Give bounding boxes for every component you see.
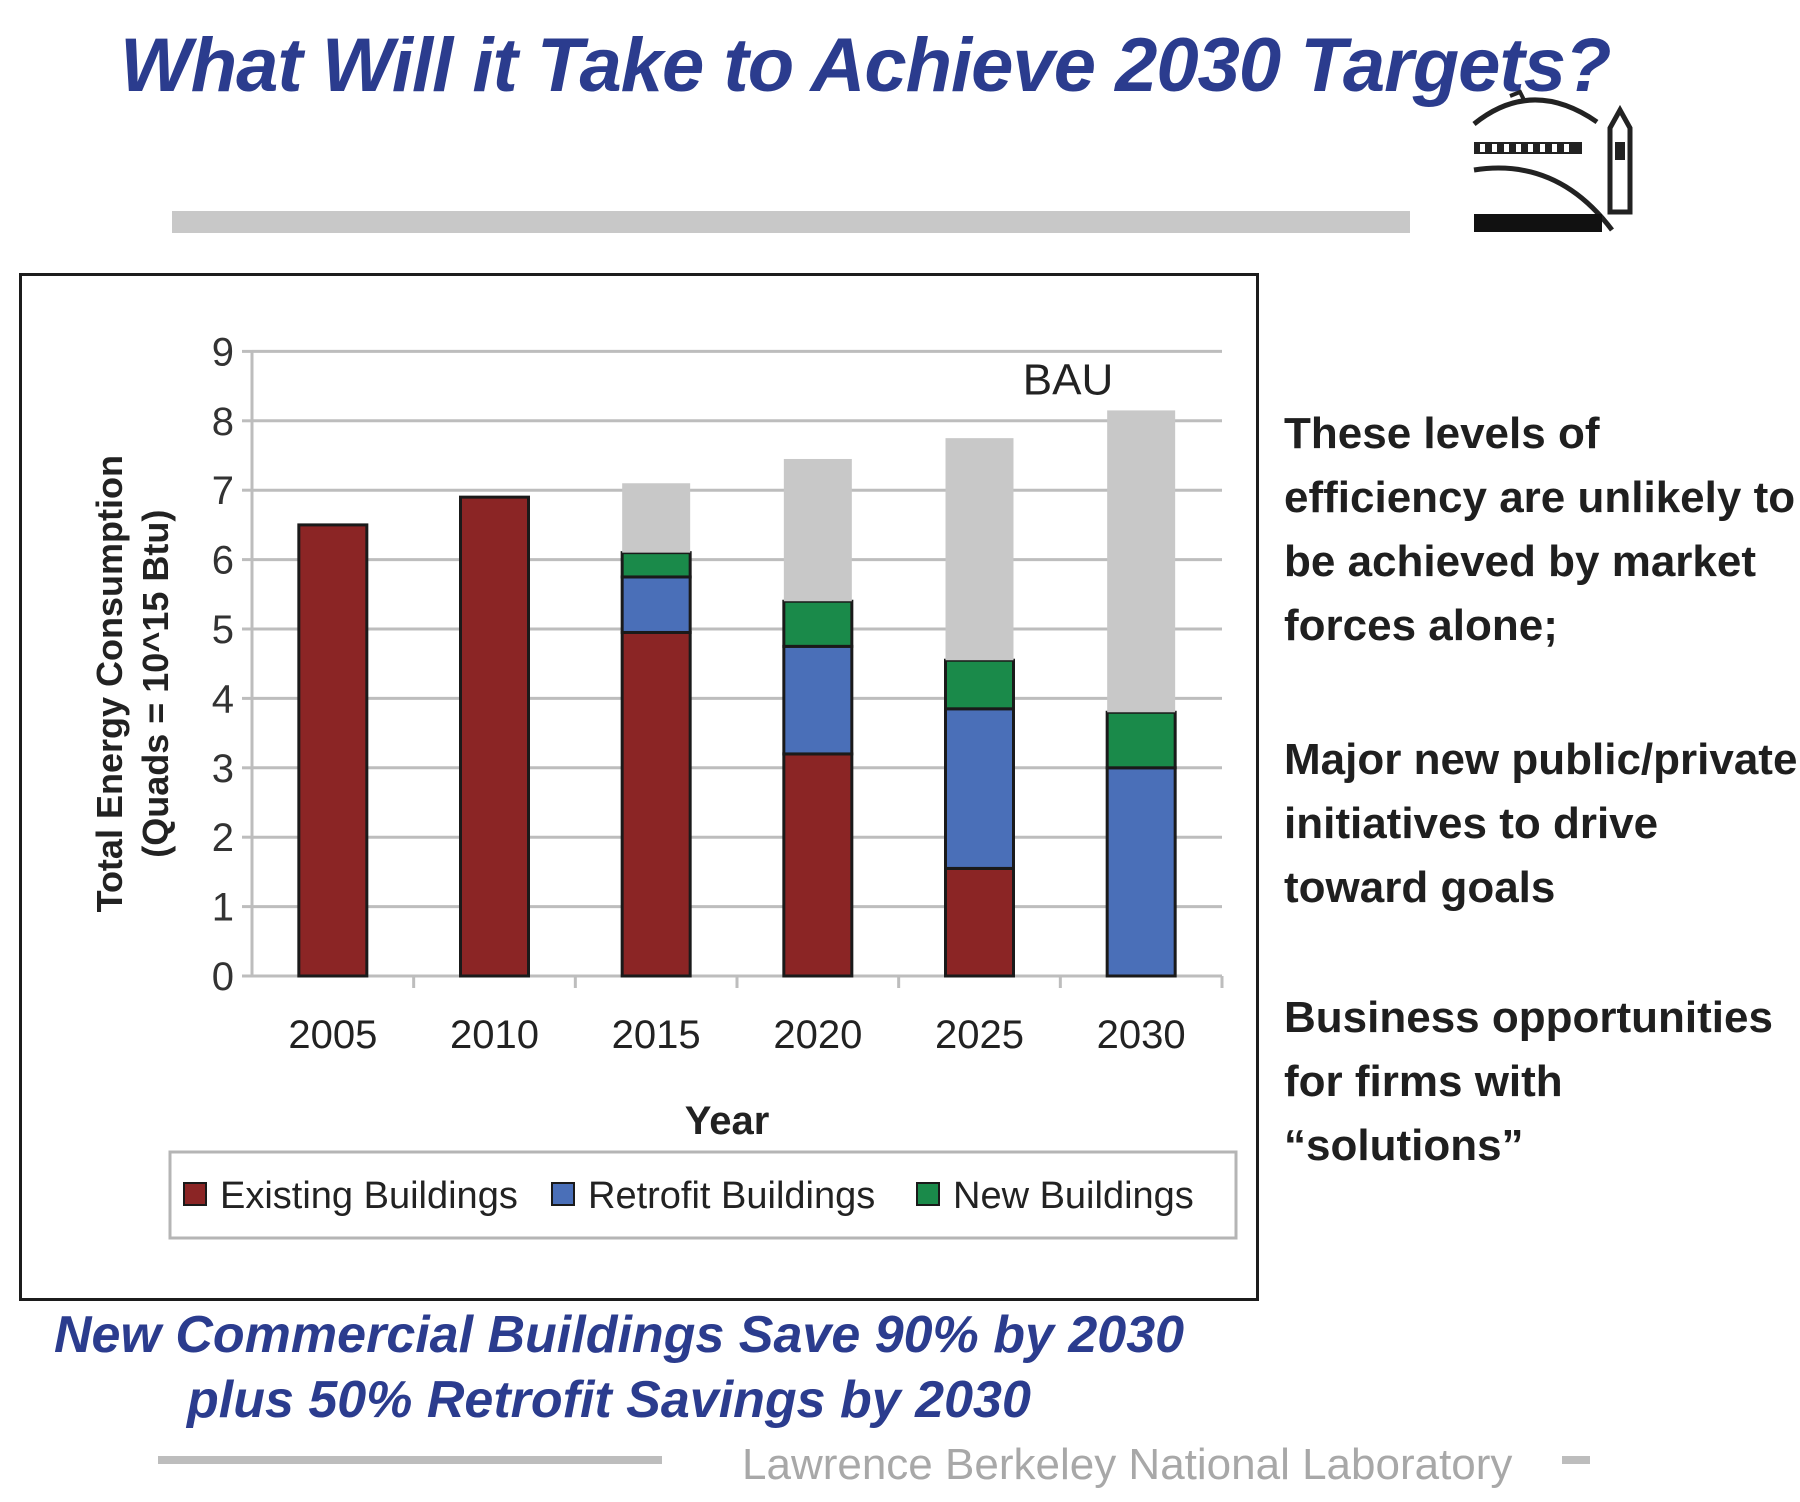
x-tick-label: 2010 bbox=[450, 1013, 539, 1057]
y-tick-label: 1 bbox=[212, 886, 234, 930]
bar-retrofit-buildings bbox=[620, 575, 692, 634]
bar-existing-buildings bbox=[782, 752, 854, 978]
bau-annotation: BAU bbox=[1023, 355, 1113, 404]
side-note-2-line-2: initiatives to drive bbox=[1284, 799, 1659, 848]
chart-frame: 0 1 2 3 4 5 6 7 8 9 2005 2010 2015 2020 2025 2030 BAU Tot… bbox=[19, 273, 1259, 1301]
y-axis-title: Total Energy Consumption bbox=[89, 455, 130, 912]
bar-existing-buildings bbox=[297, 523, 369, 978]
legend-label-2: Retrofit Buildings bbox=[588, 1175, 875, 1217]
y-tick-label: 9 bbox=[212, 330, 234, 374]
bar-existing-buildings bbox=[620, 630, 692, 978]
side-note-2: Major new public/private initiatives to … bbox=[1284, 728, 1798, 920]
side-note-1: These levels of efficiency are unlikely … bbox=[1284, 402, 1796, 658]
slide-title: What Will it Take to Achieve 2030 Target… bbox=[120, 23, 1611, 108]
side-note-2-line-1: Major new public/private bbox=[1284, 735, 1798, 784]
caption-line-1: New Commercial Buildings Save 90% by 203… bbox=[54, 1306, 1185, 1364]
y-tick-label: 5 bbox=[212, 608, 234, 652]
y-axis-subtitle: (Quads = 10^15 Btu) bbox=[135, 510, 176, 858]
bar-existing-buildings bbox=[944, 866, 1015, 978]
bar-new-buildings bbox=[1105, 710, 1177, 770]
bar-bau bbox=[622, 483, 691, 553]
y-tick-label: 8 bbox=[212, 400, 234, 444]
x-axis-title: Year bbox=[685, 1099, 770, 1143]
side-note-3: Business opportunities for firms with “s… bbox=[1284, 986, 1794, 1178]
bar-new-buildings bbox=[782, 599, 854, 648]
title-underline bbox=[172, 211, 1410, 233]
side-note-1-line-3: be achieved by market bbox=[1284, 537, 1757, 586]
x-tick-label: 2030 bbox=[1097, 1013, 1186, 1057]
caption-line-2: plus 50% Retrofit Savings by 2030 bbox=[187, 1371, 1031, 1429]
legend-swatch-1 bbox=[183, 1182, 207, 1206]
bar-bau bbox=[945, 438, 1014, 661]
x-tick-label: 2020 bbox=[773, 1013, 862, 1057]
bar-new-buildings bbox=[944, 658, 1015, 711]
footer-rule-right bbox=[1562, 1456, 1590, 1464]
bar-bau bbox=[783, 458, 852, 602]
x-tick-label: 2025 bbox=[935, 1013, 1024, 1057]
footer-rule-left bbox=[158, 1456, 662, 1464]
side-note-2-line-3: toward goals bbox=[1284, 863, 1556, 912]
bar-new-buildings bbox=[620, 551, 692, 579]
footer-lab-name: Lawrence Berkeley National Laboratory bbox=[742, 1440, 1513, 1489]
bar-bau bbox=[1107, 410, 1176, 713]
lab-logo-icon bbox=[1472, 89, 1633, 232]
y-tick-label: 3 bbox=[212, 747, 234, 791]
legend-box bbox=[168, 1150, 1238, 1240]
side-note-1-line-2: efficiency are unlikely to bbox=[1284, 473, 1796, 522]
legend-label-3: New Buildings bbox=[953, 1175, 1194, 1217]
y-tick-label: 7 bbox=[212, 469, 234, 513]
bar-existing-buildings bbox=[459, 495, 530, 978]
side-note-1-line-4: forces alone; bbox=[1284, 601, 1558, 650]
x-tick-label: 2015 bbox=[612, 1013, 701, 1057]
y-tick-label: 6 bbox=[212, 539, 234, 583]
side-note-3-line-3: “solutions” bbox=[1284, 1121, 1524, 1170]
bar-retrofit-buildings bbox=[944, 707, 1015, 870]
bar-retrofit-buildings bbox=[1105, 766, 1177, 978]
legend-swatch-2 bbox=[551, 1182, 575, 1206]
y-tick-label: 4 bbox=[212, 677, 234, 721]
x-tick-label: 2005 bbox=[288, 1013, 377, 1057]
y-tick-label: 2 bbox=[212, 816, 234, 860]
side-note-3-line-2: for firms with bbox=[1284, 1057, 1563, 1106]
legend-swatch-3 bbox=[916, 1182, 940, 1206]
y-tick-label: 0 bbox=[212, 955, 234, 999]
side-note-3-line-1: Business opportunities bbox=[1284, 993, 1773, 1042]
legend-label-1: Existing Buildings bbox=[220, 1175, 518, 1217]
stacked-bar-chart: 0 1 2 3 4 5 6 7 8 9 2005 2010 2015 2020 2025 2030 BAU Tot… bbox=[89, 330, 1238, 1240]
bar-retrofit-buildings bbox=[782, 644, 854, 756]
side-note-1-line-1: These levels of bbox=[1284, 409, 1600, 458]
